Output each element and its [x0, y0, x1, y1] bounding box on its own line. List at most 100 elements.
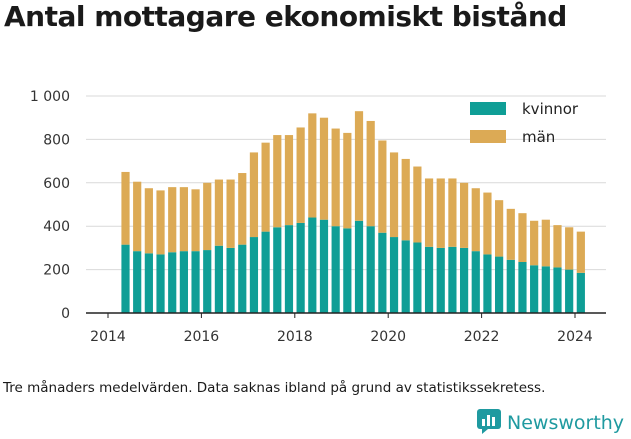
bar-kvinnor	[284, 225, 294, 313]
bar-kvinnor	[389, 237, 399, 313]
legend-swatch	[470, 102, 506, 115]
bar-man	[471, 188, 480, 252]
bar-man	[121, 171, 130, 245]
bar-kvinnor	[273, 227, 282, 313]
bar-kvinnor	[308, 217, 317, 313]
bar-kvinnor	[436, 247, 445, 313]
legend-label: män	[522, 128, 555, 146]
bar-man	[168, 187, 177, 253]
bar-man	[413, 166, 422, 243]
bar-kvinnor	[319, 219, 329, 313]
bar-man	[249, 152, 259, 238]
legend-swatch	[470, 130, 506, 143]
bar-man	[541, 219, 550, 267]
bar-kvinnor	[483, 254, 492, 313]
bar-man	[436, 178, 445, 248]
bar-kvinnor	[144, 253, 153, 313]
bar-kvinnor	[226, 247, 235, 313]
bar-kvinnor	[541, 266, 550, 313]
bar-kvinnor	[459, 247, 469, 313]
bar-man	[378, 140, 387, 233]
chart-title: Antal mottagare ekonomiskt bistånd	[4, 0, 567, 33]
bar-man	[144, 188, 153, 254]
bar-man	[261, 142, 270, 232]
bar-man	[565, 227, 574, 270]
bar-kvinnor	[471, 251, 480, 313]
bar-man	[133, 181, 142, 252]
bar-kvinnor	[366, 226, 375, 313]
bar-kvinnor	[565, 269, 574, 313]
bar-man	[483, 192, 492, 255]
bar-kvinnor	[413, 242, 422, 313]
bar-kvinnor	[506, 259, 515, 313]
brand-name: Newsworthy	[507, 412, 625, 434]
newsworthy-logo-icon	[476, 408, 502, 438]
y-tick-label: 600	[43, 176, 70, 192]
bar-kvinnor	[553, 267, 562, 313]
bar-kvinnor	[168, 252, 177, 313]
bar-kvinnor	[518, 262, 527, 313]
bar-man	[214, 179, 224, 246]
bar-man	[203, 182, 212, 251]
bar-man	[401, 158, 410, 241]
bar-man	[284, 135, 294, 226]
y-tick-label: 400	[43, 219, 70, 235]
bar-kvinnor	[121, 244, 130, 313]
x-tick-label: 2014	[90, 329, 126, 345]
bar-man	[308, 113, 317, 218]
bar-man	[191, 189, 200, 252]
bar-man	[424, 178, 434, 247]
bar-kvinnor	[261, 231, 270, 313]
x-tick-label: 2024	[557, 329, 593, 345]
bar-man	[226, 179, 235, 248]
bar-man	[518, 213, 527, 263]
bar-man	[156, 190, 165, 255]
bar-man	[553, 225, 562, 268]
bar-man	[459, 182, 469, 248]
bar-kvinnor	[179, 251, 188, 313]
bar-man	[506, 208, 515, 260]
footnote: Tre månaders medelvärden. Data saknas ib…	[3, 380, 546, 396]
bar-kvinnor	[238, 244, 247, 313]
bar-kvinnor	[354, 220, 364, 313]
bar-kvinnor	[576, 272, 585, 313]
bar-man	[530, 220, 539, 266]
brand[interactable]: Newsworthy	[476, 408, 624, 438]
bars	[121, 111, 585, 313]
bar-kvinnor	[424, 246, 434, 313]
bar-kvinnor	[156, 254, 165, 313]
bar-man	[576, 231, 585, 273]
x-tick-label: 2018	[277, 329, 313, 345]
bar-kvinnor	[249, 237, 259, 313]
bar-kvinnor	[343, 228, 352, 313]
bar-man	[179, 187, 188, 252]
bar-kvinnor	[133, 251, 142, 313]
x-tick-label: 2022	[464, 329, 500, 345]
bar-man	[273, 135, 282, 228]
bar-man	[366, 120, 375, 227]
y-tick-label: 0	[61, 306, 70, 322]
bar-kvinnor	[203, 250, 212, 313]
y-tick-label: 800	[43, 132, 70, 148]
bar-man	[389, 152, 399, 238]
bar-kvinnor	[448, 246, 457, 313]
legend: kvinnor män	[470, 100, 579, 146]
bar-kvinnor	[331, 226, 340, 313]
y-tick-label: 200	[43, 263, 70, 279]
bar-kvinnor	[214, 245, 224, 313]
x-tick-label: 2016	[184, 329, 220, 345]
bar-man	[343, 132, 352, 229]
bar-man	[331, 128, 340, 227]
y-tick-label: 1 000	[30, 89, 70, 105]
bar-man	[319, 117, 329, 220]
bar-man	[238, 173, 247, 245]
bar-man	[495, 200, 504, 257]
bar-kvinnor	[296, 222, 305, 313]
bar-man	[448, 178, 457, 247]
bar-kvinnor	[378, 232, 387, 313]
x-tick-label: 2020	[370, 329, 406, 345]
bar-kvinnor	[191, 251, 200, 313]
bar-man	[296, 127, 305, 223]
axes: 0 200 400 600 800 1 000 2014 2016 2018 2020 2022 20…	[30, 89, 606, 345]
